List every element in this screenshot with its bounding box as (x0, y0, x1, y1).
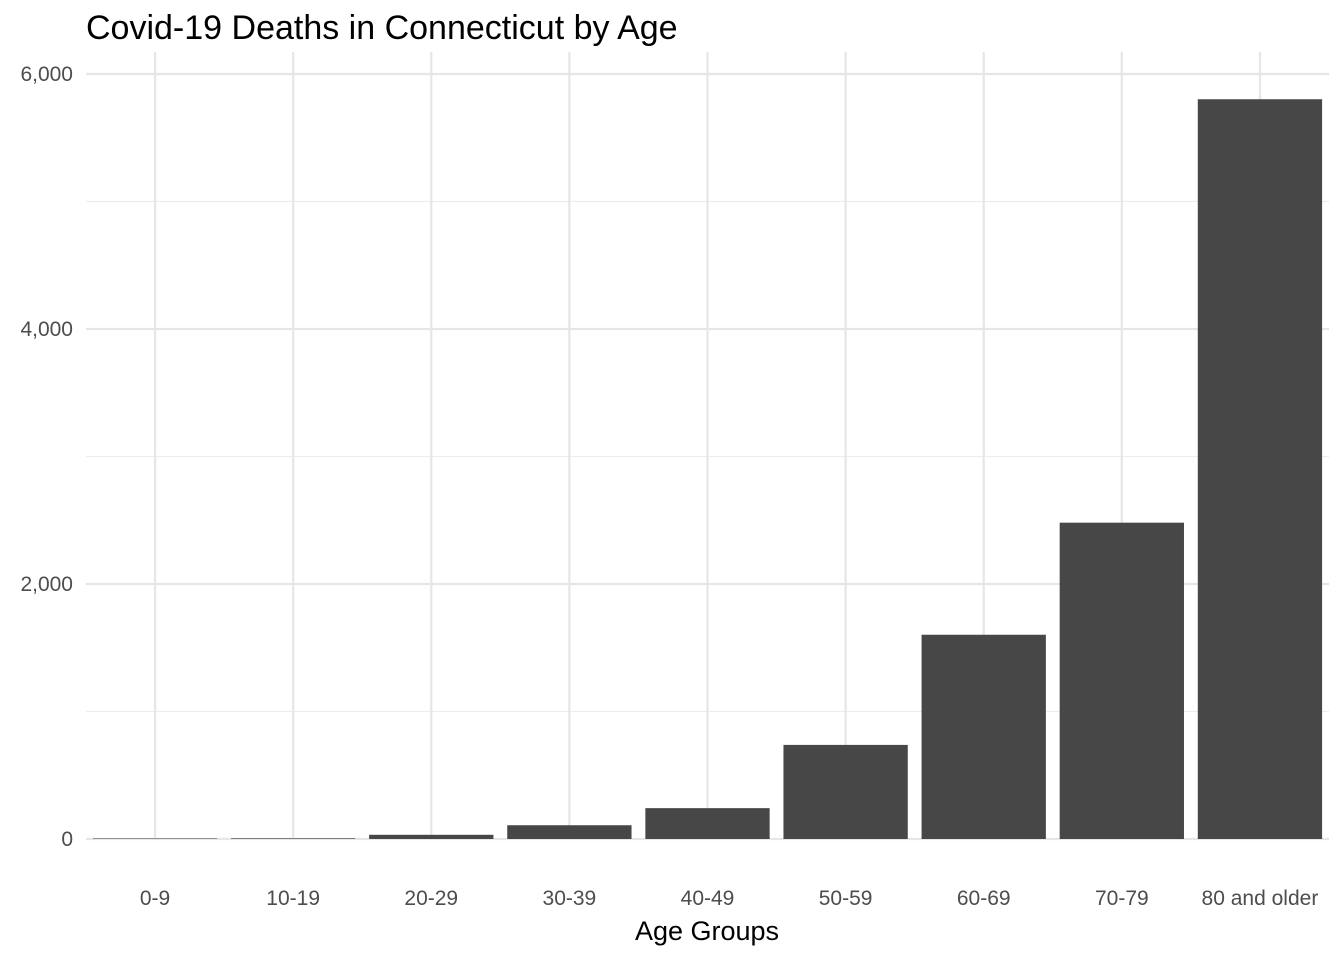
x-tick-label: 60-69 (957, 887, 1011, 910)
x-tick-label: 80 and older (1202, 887, 1319, 910)
bar-20-29 (369, 834, 494, 839)
bar-0-9 (92, 838, 218, 839)
y-tick-label: 6,000 (20, 63, 73, 86)
x-tick-label: 50-59 (819, 887, 873, 910)
x-tick-label: 20-29 (404, 887, 458, 910)
x-tick-label: 40-49 (681, 887, 735, 910)
y-axis-ticks: 0 2,000 4,000 6,000 (20, 63, 73, 851)
x-tick-label: 70-79 (1095, 887, 1149, 910)
y-tick-label: 2,000 (20, 573, 73, 596)
bar-50-59 (783, 744, 908, 839)
x-axis-ticks: 0-9 10-19 20-29 30-39 40-49 50-59 60-69 70-79 80… (140, 887, 1318, 910)
bar-10-19 (231, 838, 356, 839)
x-tick-label: 30-39 (543, 887, 597, 910)
bar-80-and-older (1197, 99, 1323, 840)
bar-70-79 (1059, 522, 1184, 839)
x-tick-label: 10-19 (266, 887, 320, 910)
bars (92, 99, 1323, 840)
chart-title: Covid-19 Deaths in Connecticut by Age (86, 9, 678, 47)
bar-40-49 (645, 808, 770, 839)
x-tick-label: 0-9 (140, 887, 170, 910)
y-tick-label: 4,000 (20, 318, 73, 341)
x-axis-label: Age Groups (635, 916, 779, 946)
y-tick-label: 0 (61, 828, 73, 851)
bar-30-39 (507, 825, 632, 839)
bar-60-69 (921, 634, 1046, 839)
